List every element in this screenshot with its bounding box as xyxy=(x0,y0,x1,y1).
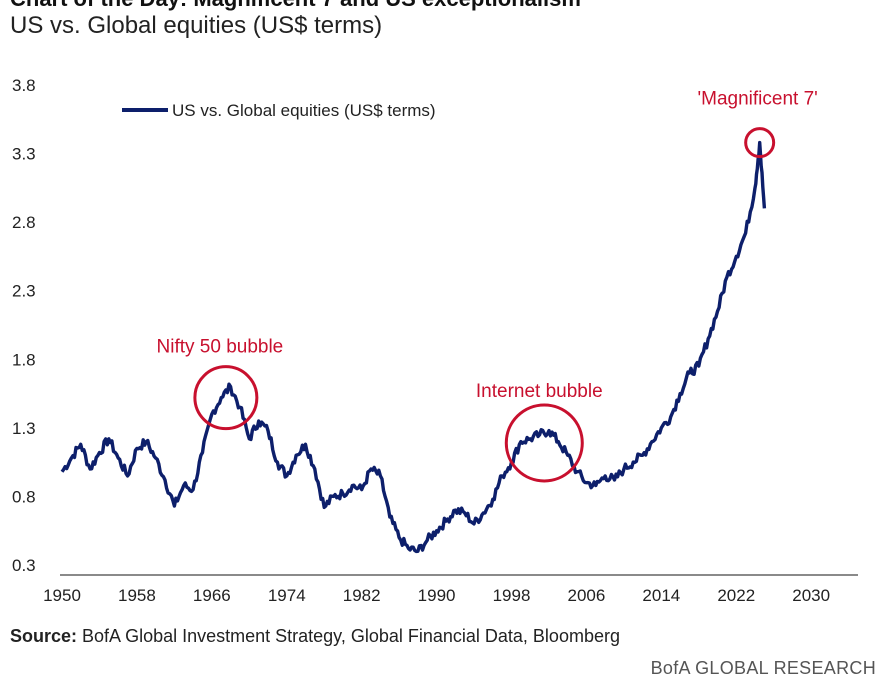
y-tick-label: 3.8 xyxy=(12,76,36,95)
y-tick-label: 0.8 xyxy=(12,487,36,506)
chart-subtitle: US vs. Global equities (US$ terms) xyxy=(10,12,383,39)
x-tick-label: 1974 xyxy=(268,586,306,605)
legend: US vs. Global equities (US$ terms) xyxy=(122,101,436,120)
x-tick-label: 1958 xyxy=(118,586,156,605)
chart-title: Chart of the Day: Magnificent 7 and US e… xyxy=(10,0,581,12)
x-tick-label: 1998 xyxy=(493,586,531,605)
source-label: Source: xyxy=(10,626,78,646)
y-tick-label: 1.3 xyxy=(12,419,36,438)
y-tick-label: 3.3 xyxy=(12,145,36,164)
x-tick-label: 1966 xyxy=(193,586,231,605)
series-line xyxy=(60,140,767,554)
x-tick-label: 2030 xyxy=(792,586,830,605)
x-axis: 1950 1958 1966 1974 1982 1990 1998 2006 2014 2022… xyxy=(43,586,830,605)
y-axis: 0.3 0.8 1.3 1.8 2.3 2.8 3.3 3.8 xyxy=(12,76,36,575)
source-note: Source: BofA Global Investment Strategy,… xyxy=(10,626,620,647)
x-tick-label: 1950 xyxy=(43,586,81,605)
annotation-label: Internet bubble xyxy=(476,381,603,402)
brand-logo-text: BofA GLOBAL RESEARCH xyxy=(650,658,876,678)
y-tick-label: 2.8 xyxy=(12,213,36,232)
x-tick-label: 2006 xyxy=(568,586,606,605)
annotation-label: Nifty 50 bubble xyxy=(157,337,284,358)
x-tick-label: 2014 xyxy=(642,586,680,605)
x-tick-label: 1982 xyxy=(343,586,381,605)
y-tick-label: 0.3 xyxy=(12,556,36,575)
x-tick-label: 1990 xyxy=(418,586,456,605)
source-text: BofA Global Investment Strategy, Global … xyxy=(77,626,620,646)
x-tick-label: 2022 xyxy=(717,586,755,605)
y-tick-label: 2.3 xyxy=(12,282,36,301)
annotation-circle xyxy=(193,365,259,431)
annotation-circle xyxy=(744,127,776,159)
annotation-circle xyxy=(504,403,584,483)
annotations: Nifty 50 bubble Internet bubble 'Magnifice… xyxy=(157,89,818,483)
legend-label: US vs. Global equities (US$ terms) xyxy=(172,101,436,120)
annotation-label: 'Magnificent 7' xyxy=(698,89,818,110)
y-tick-label: 1.8 xyxy=(12,350,36,369)
